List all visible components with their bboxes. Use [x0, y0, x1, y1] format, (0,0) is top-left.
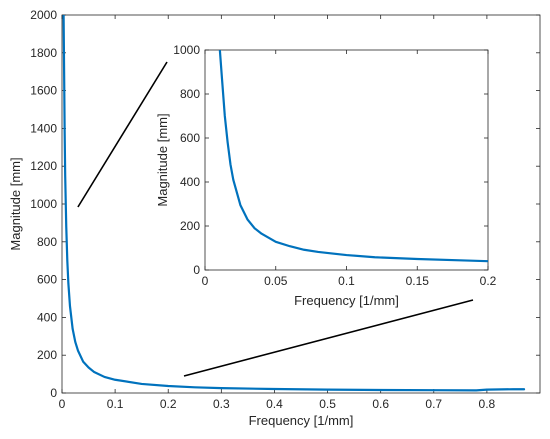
- zoom-line-lower: [183, 299, 474, 377]
- inset-y-tick-label: 1000: [173, 43, 200, 57]
- inset-y-axis-label: Magnitude [mm]: [155, 113, 170, 206]
- inset-y-tick-label: 200: [180, 219, 200, 233]
- main-y-tick-label: 200: [37, 348, 57, 362]
- inset-y-tick-label: 0: [193, 263, 200, 277]
- main-y-tick-label: 1200: [30, 159, 57, 173]
- inset-x-tick-label: 0.1: [338, 274, 355, 288]
- inset-x-tick-label: 0.05: [264, 274, 288, 288]
- inset-x-tick-label: 0: [202, 274, 209, 288]
- inset-x-axis-label: Frequency [1/mm]: [294, 293, 399, 308]
- main-y-tick-label: 0: [50, 386, 57, 400]
- inset-y-tick-label: 800: [180, 87, 200, 101]
- zoom-line-upper: [77, 61, 168, 208]
- main-x-tick-label: 0.2: [160, 397, 177, 411]
- main-x-tick-label: 0.1: [107, 397, 124, 411]
- main-x-tick-label: 0: [59, 397, 66, 411]
- main-y-tick-label: 1000: [30, 197, 57, 211]
- inset-axes-box: [204, 49, 489, 271]
- zoom-annotation-lines: [77, 61, 474, 377]
- main-x-tick-label: 0.5: [319, 397, 336, 411]
- main-x-axis-label: Frequency [1/mm]: [249, 413, 354, 428]
- main-y-tick-label: 2000: [30, 8, 57, 22]
- main-y-tick-label: 400: [37, 310, 57, 324]
- inset-y-tick-label: 400: [180, 175, 200, 189]
- main-x-tick-label: 0.4: [266, 397, 283, 411]
- main-y-tick-label: 600: [37, 273, 57, 287]
- main-x-tick-label: 0.6: [372, 397, 389, 411]
- inset-x-tick-label: 0.2: [480, 274, 497, 288]
- main-x-tick-label: 0.7: [425, 397, 442, 411]
- main-y-tick-label: 1400: [30, 121, 57, 135]
- main-y-tick-label: 1800: [30, 46, 57, 60]
- main-y-axis-label: Magnitude [mm]: [8, 157, 23, 250]
- main-y-tick-label: 1600: [30, 84, 57, 98]
- inset-x-tick-label: 0.15: [406, 274, 430, 288]
- main-y-tick-label: 800: [37, 235, 57, 249]
- main-series-line-0: [62, 15, 526, 392]
- inset-series-line-0: [218, 50, 488, 263]
- inset-plot: 0 0.05 0.1 0.15 0.2 0 200 400 600 800 1000 Frequenc…: [155, 43, 497, 308]
- main-x-tick-label: 0.8: [479, 397, 496, 411]
- inset-y-tick-label: 600: [180, 131, 200, 145]
- main-x-tick-label: 0.3: [213, 397, 230, 411]
